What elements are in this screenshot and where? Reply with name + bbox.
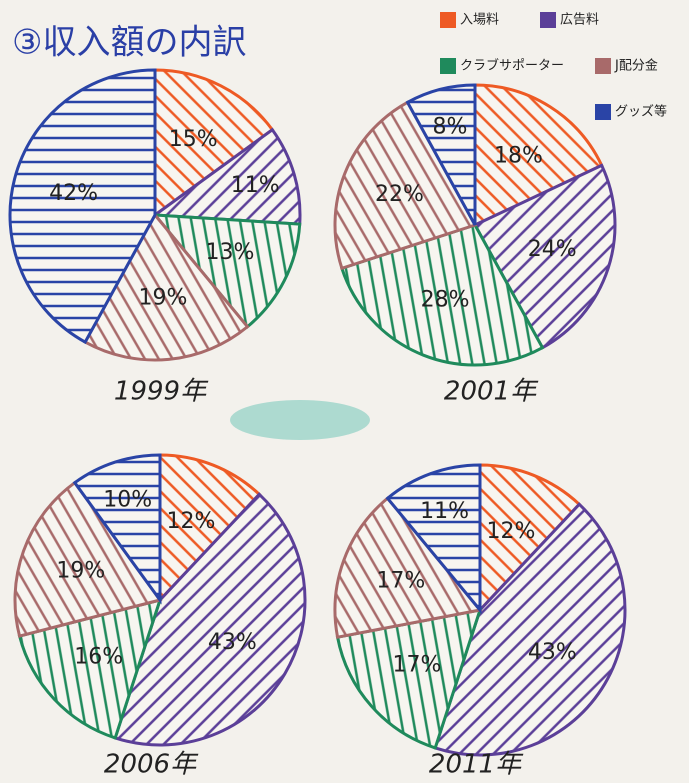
pie-title: 2006年 [104,750,199,780]
pie-slice [473,83,604,228]
pie-slice [113,492,307,747]
legend-label: クラブサポーター [460,58,564,74]
pie-title: 1999年 [114,377,209,407]
legend-swatch [540,12,556,28]
value-label: 8% [432,114,467,139]
pie-slice [333,496,483,639]
value-label: 18% [494,143,543,168]
shoe-illustration [230,400,370,440]
pie-slice [158,453,262,604]
value-label: 19% [56,559,105,584]
value-label: 13% [205,240,254,265]
value-label: 11% [231,173,280,198]
value-label: 16% [74,645,123,670]
legend-label: J配分金 [614,58,658,74]
title: ③収入額の内訳 [12,23,246,63]
value-label: 19% [138,286,187,311]
legend-swatch [440,58,456,74]
pie-slice [335,608,483,750]
legend-label: 入場料 [460,13,499,28]
value-label: 10% [103,488,152,513]
pie-slice [13,480,163,638]
value-label: 12% [167,509,216,534]
legend-swatch [440,12,456,28]
pie-slice [385,463,482,615]
pie-slice [17,597,163,740]
value-label: 12% [487,519,536,544]
pie-slice [153,68,275,218]
value-label: 43% [528,640,577,665]
pie-slice [339,223,545,367]
legend-swatch [595,104,611,120]
pie-slice [8,68,157,345]
pie-slice [151,213,302,329]
value-label: 24% [528,237,577,262]
pie-slice [72,453,162,605]
value-label: 28% [421,287,470,312]
legend-label: グッズ等 [615,104,667,120]
pie-slice [150,127,302,226]
pie: 12% 43% 16% 19% 10% [13,453,307,747]
legend-swatch [595,58,611,74]
value-label: 17% [392,653,441,678]
pie: 12% 43% 17% 17% 11% [333,463,627,757]
pie-slice [405,83,477,226]
pie-slice [472,163,617,350]
value-label: 22% [375,182,424,207]
pie-slice [433,502,627,757]
pie-title: 2011年 [429,750,524,780]
pie-slice [83,212,250,362]
value-label: 43% [208,630,257,655]
pie-title: 2001年 [444,377,539,407]
legend-label: 広告料 [560,13,599,28]
value-label: 42% [49,181,98,206]
value-label: 11% [420,499,469,524]
pie-slice [478,463,582,614]
pie: 18% 24% 28% 22% 8% [333,83,617,367]
pie-slice [333,100,478,271]
value-label: 17% [376,569,425,594]
pie: 15% 11% 13% 19% 42% [8,68,302,362]
value-label: 15% [169,127,218,152]
